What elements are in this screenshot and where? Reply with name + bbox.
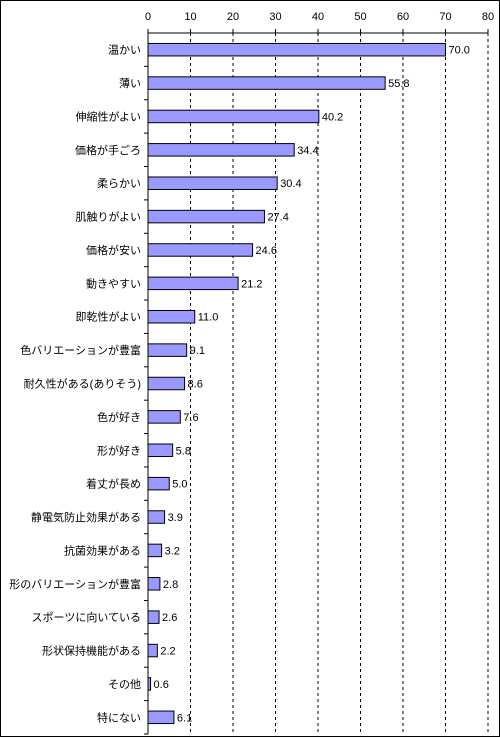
bar bbox=[147, 42, 446, 57]
category-label: 形のバリエーションが豊富 bbox=[9, 577, 141, 591]
category-label: 形状保持機能がある bbox=[42, 644, 141, 658]
value-label: 7.6 bbox=[183, 412, 198, 424]
value-label: 3.2 bbox=[165, 545, 180, 557]
bar bbox=[147, 443, 174, 458]
value-label: 24.6 bbox=[256, 245, 277, 257]
bar bbox=[147, 309, 196, 324]
value-label: 2.2 bbox=[160, 646, 175, 658]
value-label: 55.8 bbox=[388, 78, 409, 90]
value-label: 3.9 bbox=[168, 512, 183, 524]
bar bbox=[147, 610, 160, 624]
category-labels: 温かい薄い伸縮性がよい価格が手ごろ柔らかい肌触りがよい価格が安い動きやすい即乾性… bbox=[9, 44, 141, 725]
bar bbox=[147, 510, 166, 524]
category-label: 肌触りがよい bbox=[76, 210, 141, 224]
category-label: 色が好き bbox=[97, 410, 141, 424]
x-tick-label: 30 bbox=[269, 11, 281, 23]
value-label: 11.0 bbox=[198, 312, 219, 324]
category-label: 色バリエーションが豊富 bbox=[20, 343, 141, 357]
bar bbox=[147, 243, 254, 257]
x-tick-labels: 0 10 20 30 40 50 60 70 80 bbox=[145, 11, 494, 23]
bar bbox=[147, 376, 186, 391]
category-label: 柔らかい bbox=[97, 177, 141, 190]
category-label: 薄い bbox=[119, 76, 141, 90]
bar bbox=[147, 209, 265, 224]
category-label: 価格が手ごろ bbox=[75, 143, 141, 157]
gridlines bbox=[190, 33, 489, 734]
bar bbox=[147, 176, 278, 190]
value-label: 34.4 bbox=[297, 145, 318, 157]
value-label: 8.6 bbox=[188, 379, 203, 391]
bar bbox=[147, 677, 152, 691]
bar bbox=[147, 143, 295, 157]
x-tick-label: 10 bbox=[184, 11, 196, 23]
bar bbox=[147, 76, 386, 90]
x-tick-label: 20 bbox=[227, 11, 239, 23]
x-tick-label: 0 bbox=[145, 11, 151, 23]
category-label: 着丈が長め bbox=[86, 477, 141, 491]
category-label: 温かい bbox=[108, 44, 141, 57]
x-tick-label: 40 bbox=[312, 11, 324, 23]
category-label: 静電気防止効果がある bbox=[31, 510, 141, 524]
value-label: 30.4 bbox=[280, 178, 301, 190]
value-label: 6.1 bbox=[177, 712, 192, 724]
value-label: 9.1 bbox=[190, 345, 205, 357]
x-tick-label: 50 bbox=[354, 11, 366, 23]
value-label: 27.4 bbox=[267, 212, 288, 224]
category-label: 伸縮性がよい bbox=[76, 109, 141, 123]
bar bbox=[147, 410, 181, 424]
category-label: 価格が安い bbox=[86, 243, 141, 257]
category-label: その他 bbox=[108, 678, 141, 691]
x-tick-label: 60 bbox=[397, 11, 409, 23]
bar bbox=[147, 577, 161, 591]
x-tick-label: 70 bbox=[439, 11, 451, 23]
value-labels: 70.0 55.8 40.2 34.4 30.4 27.4 24.6 21.2 11.0 9.1 8… bbox=[154, 45, 470, 725]
value-label: 70.0 bbox=[449, 45, 470, 57]
bar bbox=[147, 343, 188, 357]
value-label: 40.2 bbox=[322, 111, 343, 123]
bar bbox=[147, 643, 158, 658]
value-label: 21.2 bbox=[241, 278, 262, 290]
bar bbox=[147, 276, 239, 291]
category-label: 形が好き bbox=[97, 443, 141, 457]
bars bbox=[147, 42, 446, 725]
value-label: 2.8 bbox=[163, 579, 178, 591]
category-label: スポーツに向いている bbox=[32, 610, 141, 624]
value-label: 0.6 bbox=[154, 679, 169, 691]
bar bbox=[147, 543, 163, 558]
category-label: 特にない bbox=[97, 710, 141, 724]
category-label: 動きやすい bbox=[86, 276, 141, 290]
bar bbox=[147, 109, 320, 124]
bar bbox=[147, 476, 170, 491]
category-label: 耐久性がある(ありそう) bbox=[24, 377, 141, 391]
value-label: 5.8 bbox=[176, 445, 191, 457]
value-label: 5.0 bbox=[172, 479, 187, 491]
category-label: 抗菌効果がある bbox=[64, 543, 141, 557]
bar bbox=[147, 710, 175, 725]
value-label: 2.6 bbox=[162, 612, 177, 624]
x-tick-label: 80 bbox=[482, 11, 494, 23]
category-label: 即乾性がよい bbox=[76, 310, 141, 324]
